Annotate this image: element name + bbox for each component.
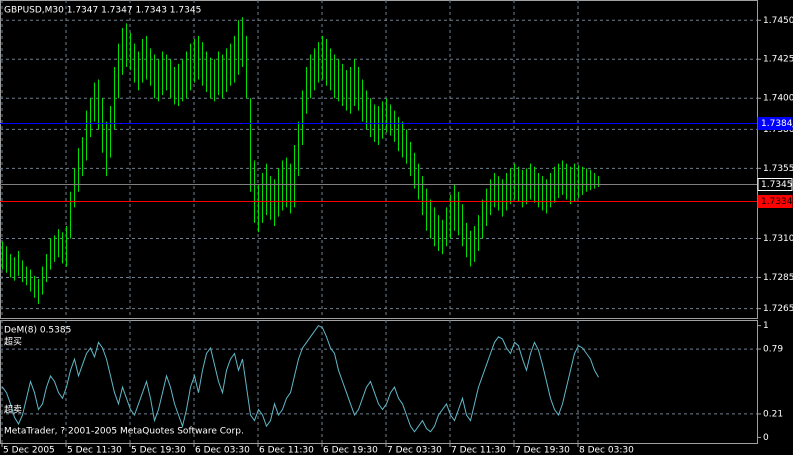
y-tick-label: 1.7450 (763, 16, 793, 26)
footer: MetaTrader, ? 2001-2005 MetaQuotes Softw… (4, 427, 244, 437)
main-frame (0, 0, 758, 319)
y-tick-label: 1.7400 (763, 94, 793, 104)
x-tick-label: 7 Dec 03:30 (387, 446, 442, 455)
indicator-title: DeM(8) 0.5385 (4, 326, 71, 336)
x-tick-label: 5 Dec 11:30 (67, 446, 122, 455)
overbought-label: 超买 (4, 336, 22, 348)
x-tick-label: 7 Dec 11:30 (451, 446, 506, 455)
price-box-label: 1.7345 (761, 180, 793, 190)
x-tick-label: 8 Dec 03:30 (579, 446, 634, 455)
price-box (757, 117, 793, 130)
sub-frame (0, 320, 758, 444)
x-tick-label: 6 Dec 03:30 (195, 446, 250, 455)
y-tick-label: 0 (763, 433, 769, 443)
price-box (757, 195, 793, 208)
y-tick-label: 1 (763, 321, 769, 331)
x-tick-label: 7 Dec 19:30 (515, 446, 570, 455)
y-tick-label: 1.7285 (763, 273, 793, 283)
y-tick-label: 1.7310 (763, 234, 793, 244)
x-tick-label: 5 Dec 2005 (3, 446, 55, 455)
price-box-label: 1.7334 (761, 197, 793, 207)
x-tick-label: 6 Dec 19:30 (323, 446, 378, 455)
x-tick-label: 6 Dec 11:30 (259, 446, 314, 455)
y-tick-label: 1.7265 (763, 304, 793, 314)
price-box-label: 1.7384 (761, 119, 793, 129)
y-tick-label: 0.79 (763, 345, 783, 355)
y-tick-label: 1.7425 (763, 55, 793, 65)
price-box (757, 178, 793, 191)
y-tick-label: 1.7355 (763, 164, 793, 174)
x-tick-label: 5 Dec 19:30 (131, 446, 186, 455)
oversold-label: 超卖 (4, 404, 22, 416)
y-tick-label: 0.21 (763, 409, 783, 419)
indicator-line (2, 324, 599, 433)
chart-title: GBPUSD,M30 1.7347 1.7347 1.7343 1.7345 (4, 6, 201, 16)
